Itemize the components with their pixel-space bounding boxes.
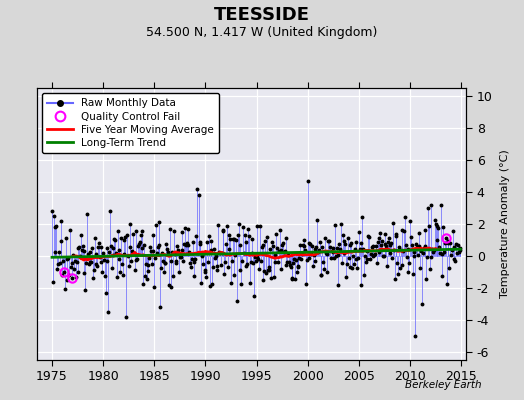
Text: 54.500 N, 1.417 W (United Kingdom): 54.500 N, 1.417 W (United Kingdom) [146,26,378,39]
Text: Berkeley Earth: Berkeley Earth [406,380,482,390]
Y-axis label: Temperature Anomaly (°C): Temperature Anomaly (°C) [499,150,510,298]
Text: TEESSIDE: TEESSIDE [214,6,310,24]
Legend: Raw Monthly Data, Quality Control Fail, Five Year Moving Average, Long-Term Tren: Raw Monthly Data, Quality Control Fail, … [42,93,220,153]
